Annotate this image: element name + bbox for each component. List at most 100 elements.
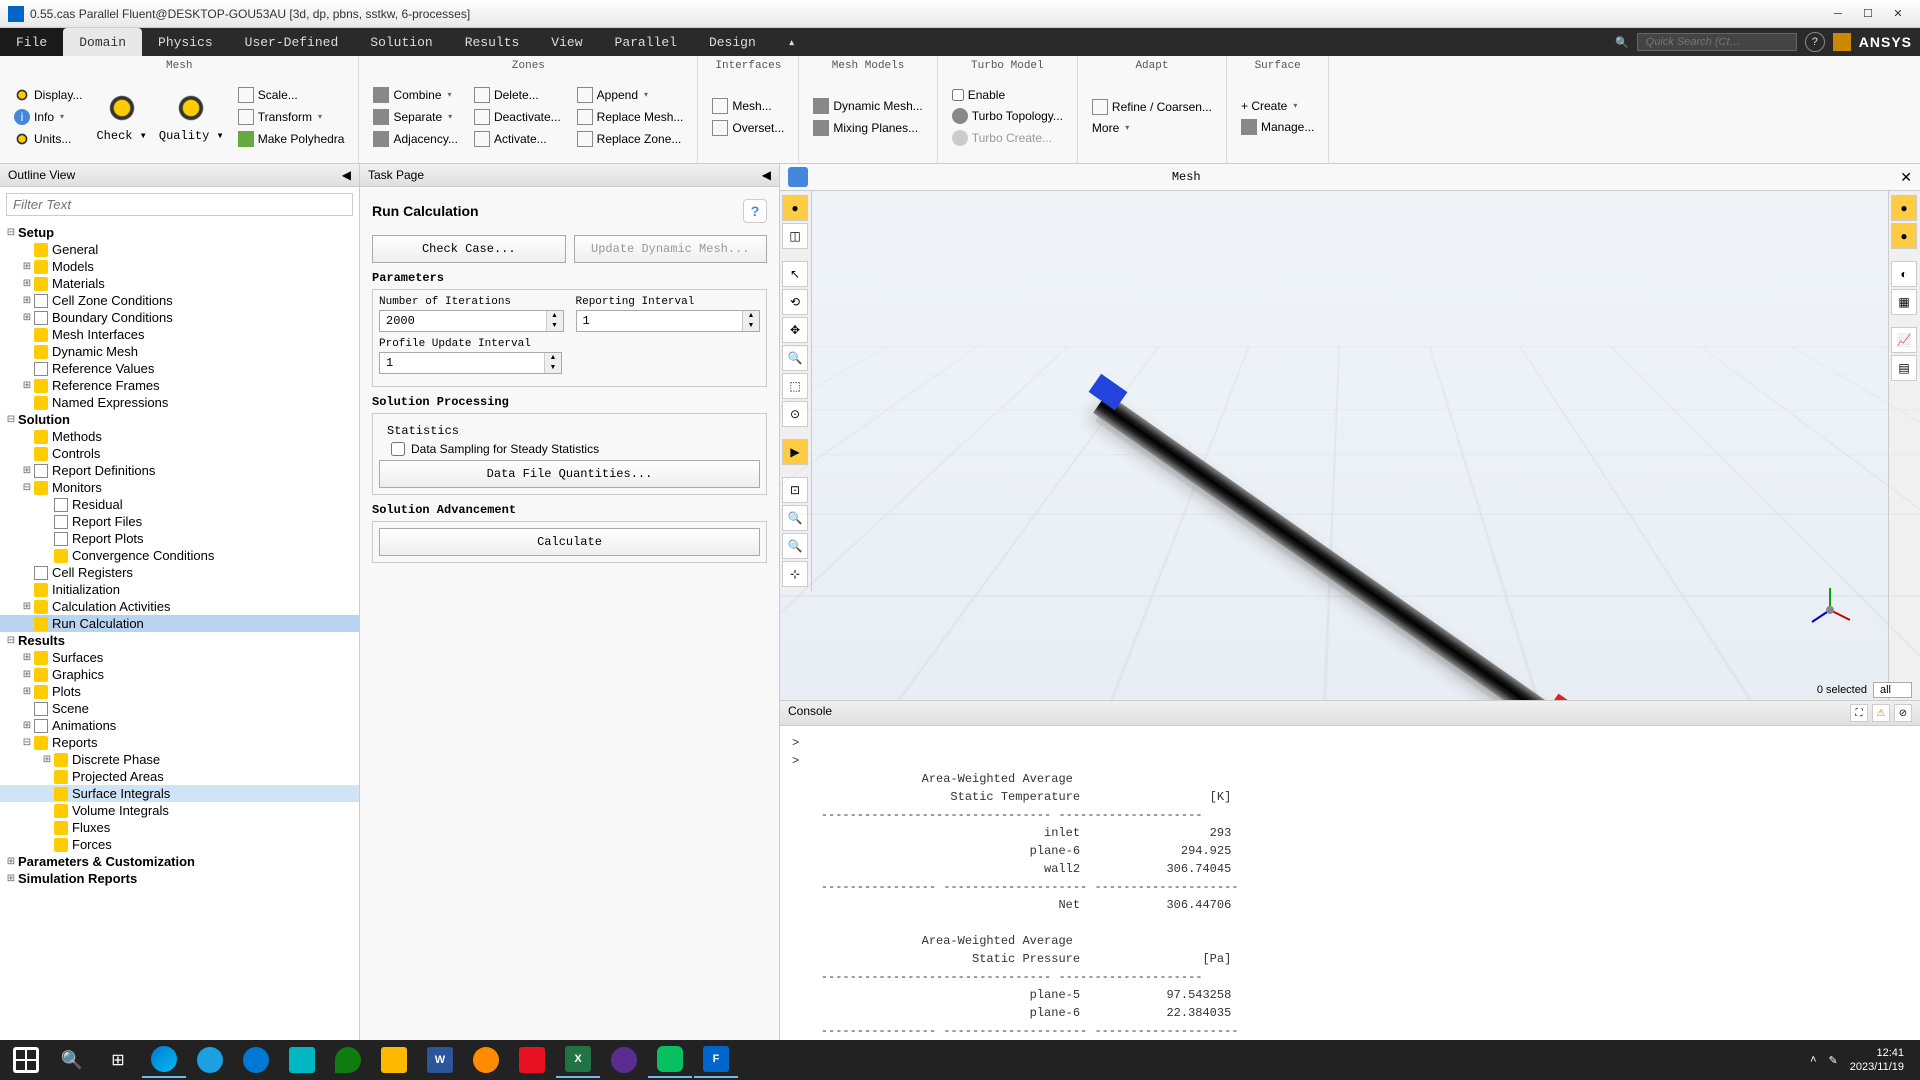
tree-item-report-plots[interactable]: Report Plots	[0, 530, 359, 547]
tray-up-icon[interactable]: ˄	[1810, 1054, 1816, 1066]
axis-triad[interactable]	[1800, 580, 1860, 640]
rtool-3[interactable]: ◐	[1891, 261, 1917, 287]
tree-item-plots[interactable]: ⊞Plots	[0, 683, 359, 700]
tree-item-animations[interactable]: ⊞Animations	[0, 717, 359, 734]
tree-item-results[interactable]: ⊟Results	[0, 632, 359, 649]
tree-item-materials[interactable]: ⊞Materials	[0, 275, 359, 292]
menu-design[interactable]: Design	[693, 28, 772, 56]
reporting-interval-input[interactable]: ▲▼	[576, 310, 761, 332]
ribbon-overset-button[interactable]: Overset...	[706, 118, 790, 138]
taskbar-explorer[interactable]	[372, 1042, 416, 1078]
ribbon-scale-button[interactable]: Scale...	[232, 85, 351, 105]
data-sampling-checkbox[interactable]: Data Sampling for Steady Statistics	[391, 442, 760, 456]
close-button[interactable]: ✕	[1884, 4, 1912, 24]
ribbon-deactivate-button[interactable]: Deactivate...	[468, 107, 567, 127]
ribbon-turbo-enable[interactable]: Enable	[946, 86, 1069, 104]
tree-item-solution[interactable]: ⊟Solution	[0, 411, 359, 428]
taskbar-fluent[interactable]: F	[694, 1042, 738, 1078]
taskbar-app-1[interactable]	[188, 1042, 232, 1078]
task-help-button[interactable]: ?	[743, 199, 767, 223]
tree-item-named-expressions[interactable]: Named Expressions	[0, 394, 359, 411]
ribbon-separate-button[interactable]: Separate▾	[367, 107, 463, 127]
search-taskbar-button[interactable]: 🔍	[50, 1042, 94, 1078]
tool-pan-icon[interactable]: ✥	[782, 317, 808, 343]
ribbon-dynamic-mesh-button[interactable]: Dynamic Mesh...	[807, 96, 928, 116]
taskbar-clock[interactable]: 12:41 2023/11/19	[1850, 1046, 1904, 1075]
tree-item-simulation-reports[interactable]: ⊞Simulation Reports	[0, 870, 359, 887]
tree-item-volume-integrals[interactable]: Volume Integrals	[0, 802, 359, 819]
selection-mode-dropdown[interactable]: all	[1873, 682, 1912, 698]
graphics-tab-mesh[interactable]: Mesh	[1160, 166, 1213, 188]
menu-file[interactable]: File	[0, 28, 63, 56]
ribbon-surface-manage-button[interactable]: Manage...	[1235, 117, 1320, 137]
ribbon-combine-button[interactable]: Combine▾	[367, 85, 463, 105]
taskbar-app-4[interactable]	[326, 1042, 370, 1078]
ribbon-mixing-planes-button[interactable]: Mixing Planes...	[807, 118, 928, 138]
tray-handwriting-icon[interactable]: ✎	[1829, 1054, 1838, 1067]
check-case-button[interactable]: Check Case...	[372, 235, 566, 263]
tree-item-reference-values[interactable]: Reference Values	[0, 360, 359, 377]
menu-results[interactable]: Results	[449, 28, 536, 56]
menu-physics[interactable]: Physics	[142, 28, 229, 56]
outline-collapse-icon[interactable]: ◀	[342, 168, 351, 182]
tree-item-run-calculation[interactable]: Run Calculation	[0, 615, 359, 632]
tree-item-fluxes[interactable]: Fluxes	[0, 819, 359, 836]
taskbar-app-6[interactable]	[510, 1042, 554, 1078]
tree-item-surfaces[interactable]: ⊞Surfaces	[0, 649, 359, 666]
tree-item-initialization[interactable]: Initialization	[0, 581, 359, 598]
tree-item-models[interactable]: ⊞Models	[0, 258, 359, 275]
tree-item-convergence-conditions[interactable]: Convergence Conditions	[0, 547, 359, 564]
taskbar-app-7[interactable]	[602, 1042, 646, 1078]
menu-parallel[interactable]: Parallel	[599, 28, 693, 56]
minimize-button[interactable]: ─	[1824, 4, 1852, 24]
ribbon-units-button[interactable]: Units...	[8, 129, 88, 149]
ribbon-delete-button[interactable]: Delete...	[468, 85, 567, 105]
menu-solution[interactable]: Solution	[354, 28, 448, 56]
console-warn-icon[interactable]: ⚠	[1872, 704, 1890, 722]
taskbar-edge[interactable]	[142, 1042, 186, 1078]
ribbon-turbo-create-button[interactable]: Turbo Create...	[946, 128, 1069, 148]
tree-item-projected-areas[interactable]: Projected Areas	[0, 768, 359, 785]
profile-interval-input[interactable]: ▲▼	[379, 352, 562, 374]
calculate-button[interactable]: Calculate	[379, 528, 760, 556]
num-iterations-input[interactable]: ▲▼	[379, 310, 564, 332]
tool-rotate-icon[interactable]: ⟲	[782, 289, 808, 315]
ribbon-append-button[interactable]: Append▾	[571, 85, 690, 105]
rtool-4[interactable]: ▦	[1891, 289, 1917, 315]
help-icon[interactable]: ?	[1805, 32, 1825, 52]
tool-cube-icon[interactable]: ◫	[782, 223, 808, 249]
tree-item-mesh-interfaces[interactable]: Mesh Interfaces	[0, 326, 359, 343]
ribbon-info-button[interactable]: iInfo▾	[8, 107, 88, 127]
tree-item-report-definitions[interactable]: ⊞Report Definitions	[0, 462, 359, 479]
taskview-button[interactable]: ⊞	[96, 1042, 140, 1078]
taskbar-wechat[interactable]	[648, 1042, 692, 1078]
tree-item-parameters-customization[interactable]: ⊞Parameters & Customization	[0, 853, 359, 870]
tree-item-cell-zone-conditions[interactable]: ⊞Cell Zone Conditions	[0, 292, 359, 309]
console-expand-icon[interactable]: ⛶	[1850, 704, 1868, 722]
tool-sphere-icon[interactable]: ●	[782, 195, 808, 221]
rtool-2[interactable]: ●	[1891, 223, 1917, 249]
ribbon-replace-mesh-button[interactable]: Replace Mesh...	[571, 107, 690, 127]
tree-item-scene[interactable]: Scene	[0, 700, 359, 717]
ribbon-adjacency-button[interactable]: Adjacency...	[367, 129, 463, 149]
ribbon-activate-button[interactable]: Activate...	[468, 129, 567, 149]
ribbon-replace-zone-button[interactable]: Replace Zone...	[571, 129, 690, 149]
tree-item-general[interactable]: General	[0, 241, 359, 258]
tree-item-report-files[interactable]: Report Files	[0, 513, 359, 530]
outline-filter-input[interactable]	[6, 193, 353, 216]
taskbar-excel[interactable]: X	[556, 1042, 600, 1078]
ribbon-mesh-interface-button[interactable]: Mesh...	[706, 96, 790, 116]
ribbon-transform-button[interactable]: Transform▾	[232, 107, 351, 127]
ribbon-adapt-more-button[interactable]: More▾	[1086, 119, 1218, 137]
ribbon-quality-button[interactable]: Quality ▾	[155, 86, 228, 147]
rtool-1[interactable]: ●	[1891, 195, 1917, 221]
menu-user-defined[interactable]: User-Defined	[229, 28, 355, 56]
tree-item-reports[interactable]: ⊟Reports	[0, 734, 359, 751]
ribbon-turbo-topology-button[interactable]: Turbo Topology...	[946, 106, 1069, 126]
tree-item-boundary-conditions[interactable]: ⊞Boundary Conditions	[0, 309, 359, 326]
tree-item-methods[interactable]: Methods	[0, 428, 359, 445]
tree-item-dynamic-mesh[interactable]: Dynamic Mesh	[0, 343, 359, 360]
tree-item-calculation-activities[interactable]: ⊞Calculation Activities	[0, 598, 359, 615]
tree-item-controls[interactable]: Controls	[0, 445, 359, 462]
maximize-button[interactable]: ☐	[1854, 4, 1882, 24]
